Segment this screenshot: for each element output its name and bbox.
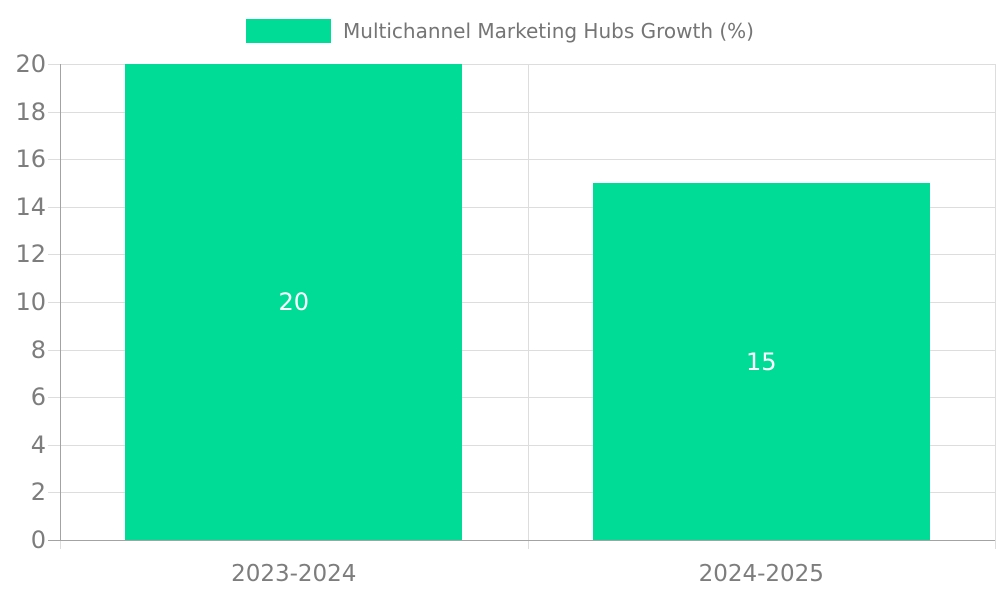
gridline-horizontal — [48, 64, 995, 65]
y-tick-label: 12 — [15, 240, 46, 269]
x-tick-label: 2024-2025 — [698, 561, 824, 587]
gridline-horizontal — [48, 302, 995, 303]
y-axis-line — [60, 64, 61, 541]
gridline-horizontal — [48, 254, 995, 256]
gridline-horizontal — [48, 349, 995, 351]
gridline-horizontal — [48, 159, 995, 161]
y-tick-label: 18 — [15, 97, 46, 126]
y-tick-label: 0 — [30, 526, 46, 554]
y-tick-label: 20 — [15, 50, 46, 78]
gridline-horizontal — [48, 444, 995, 446]
y-tick-label: 14 — [15, 192, 46, 221]
bar-2023-2024[interactable] — [125, 64, 463, 540]
bar-2024-2025[interactable] — [592, 183, 930, 540]
x-axis-tick — [60, 540, 61, 549]
bar-value-label: 15 — [745, 347, 777, 376]
bar-value-label: 20 — [278, 288, 310, 316]
x-tick-label: 2023-2024 — [231, 561, 357, 587]
chart-legend[interactable]: Multichannel Marketing Hubs Growth (%) — [0, 8, 1000, 54]
x-axis-line — [48, 540, 995, 541]
y-tick-label: 16 — [15, 145, 46, 174]
x-axis-tick — [995, 540, 996, 549]
x-axis-tick — [527, 540, 529, 549]
gridline-horizontal — [48, 492, 995, 494]
y-tick-label: 10 — [15, 288, 46, 316]
y-tick-label: 2 — [30, 478, 46, 507]
gridline-horizontal — [48, 206, 995, 208]
gridline-vertical — [995, 64, 996, 540]
legend-swatch — [246, 19, 332, 43]
gridline-vertical — [527, 64, 529, 540]
gridline-horizontal — [48, 111, 995, 113]
legend-label: Multichannel Marketing Hubs Growth (%) — [343, 19, 754, 43]
y-tick-label: 6 — [30, 383, 46, 412]
y-tick-label: 8 — [30, 335, 46, 364]
y-tick-label: 4 — [30, 430, 46, 459]
gridline-horizontal — [48, 397, 995, 399]
